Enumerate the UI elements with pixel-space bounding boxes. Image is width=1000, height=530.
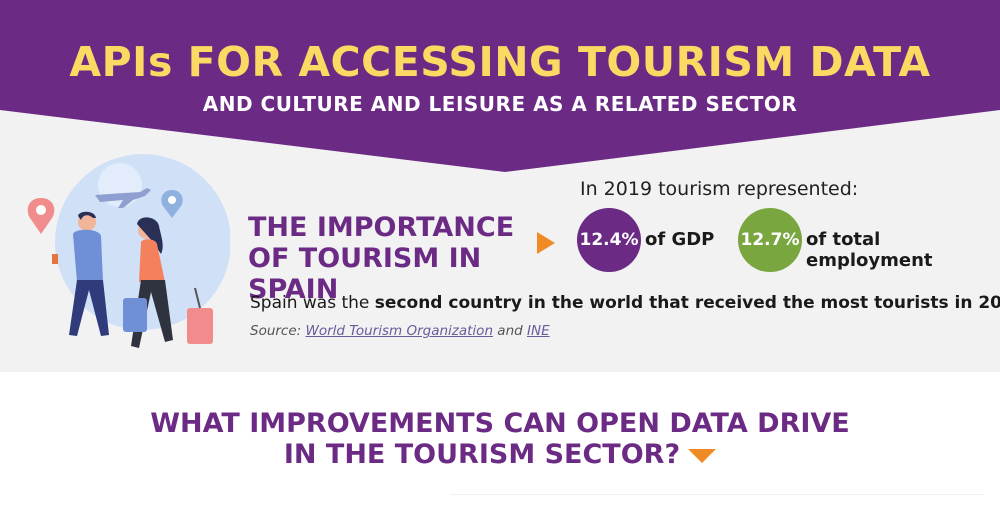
improvements-heading-line1: WHAT IMPROVEMENTS CAN OPEN DATA DRIVE xyxy=(150,408,850,439)
arrow-down-icon[interactable] xyxy=(688,448,717,463)
divider xyxy=(450,494,985,495)
source-and: and xyxy=(493,323,527,339)
spain-statement-bold: second country in the world that receive… xyxy=(374,293,1000,313)
improvements-heading-line2: IN THE TOURISM SECTOR? xyxy=(283,439,681,470)
source-link-ine[interactable]: INE xyxy=(526,323,550,339)
header-band xyxy=(0,0,1000,175)
gdp-stat-badge: 12.4% xyxy=(577,208,641,272)
arrow-right-icon xyxy=(537,232,555,254)
source-link-wto[interactable]: World Tourism Organization xyxy=(305,323,493,339)
page-title: APIs FOR ACCESSING TOURISM DATA xyxy=(69,38,931,86)
employment-stat-badge: 12.7% xyxy=(738,208,802,272)
importance-heading-line2: OF TOURISM IN SPAIN xyxy=(248,243,482,305)
airplane-icon xyxy=(95,188,151,208)
source-prefix: Source: xyxy=(250,323,306,339)
employment-stat-label: of total employment xyxy=(806,229,933,271)
location-pin-icon xyxy=(27,198,55,234)
importance-heading: THE IMPORTANCE OF TOURISM IN SPAIN xyxy=(248,212,548,305)
importance-heading-line1: THE IMPORTANCE xyxy=(248,212,515,243)
spain-statement: Spain was the second country in the worl… xyxy=(250,293,1000,313)
improvements-heading: WHAT IMPROVEMENTS CAN OPEN DATA DRIVE IN… xyxy=(0,408,1000,470)
page-subtitle: AND CULTURE AND LEISURE AS A RELATED SEC… xyxy=(202,92,798,116)
location-pin-icon xyxy=(161,190,183,218)
represented-text: In 2019 tourism represented: xyxy=(580,178,859,200)
spain-statement-prefix: Spain was the xyxy=(250,293,375,313)
source-line: Source: World Tourism Organization and I… xyxy=(250,323,550,339)
gdp-stat-label: of GDP xyxy=(645,229,715,250)
travelers-illustration-icon xyxy=(15,150,231,365)
